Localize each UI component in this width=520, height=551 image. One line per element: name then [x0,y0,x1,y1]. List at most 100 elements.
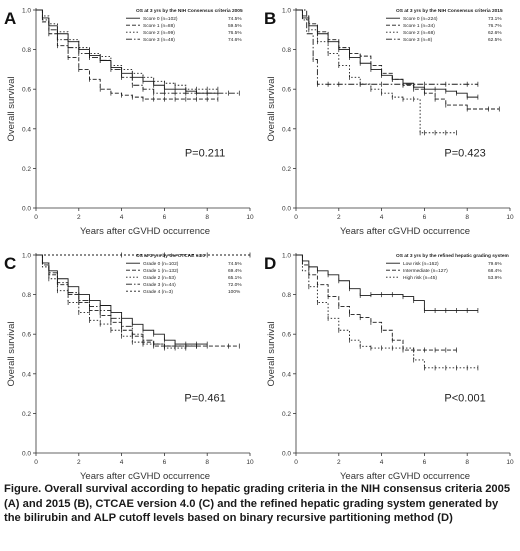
p-value: P=0.461 [184,393,225,405]
panel-letter: B [264,9,276,28]
x-tick-label: 2 [337,214,341,221]
series-line [296,254,457,351]
panel-d: D 0.0 0.2 0.4 0.6 0.8 1.0 0 2 4 6 8 10 Years after cG… [260,245,520,488]
x-tick-label: 6 [163,459,167,466]
x-tick-label: 2 [77,459,81,466]
x-axis-label: Years after cGVHD occurrence [340,226,470,237]
legend-pct: 68.4% [488,268,502,274]
legend-title: OS at 3 yrs by the NIH Consensus criteri… [136,8,243,14]
legend-pct: 100% [228,289,241,295]
y-tick-label: 0.4 [282,371,291,378]
series-line [36,254,240,347]
x-tick-label: 4 [120,459,124,466]
y-tick-label: 0.0 [282,206,291,213]
legend-label: Score 1 (n=88) [143,23,175,29]
series-line [36,9,240,94]
p-value: P<0.001 [444,393,485,405]
y-tick-label: 1.0 [282,253,291,260]
x-tick-label: 10 [246,459,254,466]
x-tick-label: 4 [380,459,384,466]
series-line [296,254,478,311]
legend-label: Grade 3 (n=44) [143,282,176,288]
y-tick-label: 0.0 [22,451,31,458]
x-tick-label: 0 [294,214,298,221]
x-tick-label: 2 [337,459,341,466]
y-tick-label: 0.8 [282,47,291,54]
series-line [296,9,478,85]
x-axis-label: Years after cGVHD occurrence [80,471,210,482]
y-tick-label: 0.0 [22,206,31,213]
km-chart-d: D 0.0 0.2 0.4 0.6 0.8 1.0 0 2 4 6 8 10 Years after cG… [264,253,514,483]
y-tick-label: 0.6 [22,332,31,339]
y-axis-label: Overall survival [266,77,277,142]
series-line [296,254,478,369]
p-value: P=0.423 [444,148,485,160]
legend-label: Score 1 (n=34) [403,23,435,29]
y-axis-label: Overall survival [6,77,17,142]
legend-pct: 79.6% [488,261,502,267]
y-tick-label: 0.8 [282,292,291,299]
legend-pct: 69.4% [228,268,242,274]
x-tick-label: 8 [465,214,469,221]
x-tick-label: 0 [34,214,38,221]
legend-pct: 74.5% [228,261,242,267]
x-tick-label: 6 [423,214,427,221]
legend-pct: 62.5% [488,37,502,43]
km-chart-c: C 0.0 0.2 0.4 0.6 0.8 1.0 0 2 4 6 8 10 Years after cG… [4,252,254,482]
y-tick-label: 1.0 [22,253,31,260]
x-tick-label: 0 [294,459,298,466]
panel-letter: D [264,254,276,273]
figure-caption: Figure. Overall survival according to he… [4,483,511,524]
x-tick-label: 8 [465,459,469,466]
x-tick-label: 8 [205,214,209,221]
x-tick-label: 10 [506,459,514,466]
series-line [296,9,500,110]
legend-pct: 59.5% [228,23,242,29]
legend-pct: 76.7% [488,23,502,29]
y-tick-label: 0.6 [282,332,291,339]
legend-label: High risk (n=45) [403,275,437,281]
x-tick-label: 0 [34,459,38,466]
legend-pct: 72.0% [228,282,242,288]
y-tick-label: 0.4 [22,126,31,133]
x-axis-label: Years after cGVHD occurrence [340,471,470,482]
legend-title: OS at 3 yrs by the NIH Consensus criteri… [396,8,503,14]
legend-label: Grade 0 (n=102) [143,261,179,267]
legend-label: Grade 1 (n=132) [143,268,179,274]
x-tick-label: 2 [77,214,81,221]
legend-label: Score 0 (n=224) [403,16,438,22]
x-tick-label: 4 [120,214,124,221]
y-tick-label: 0.2 [282,411,291,418]
x-axis-label: Years after cGVHD occurrence [80,226,210,237]
legend-label: Low risk (n=162) [403,261,439,267]
y-tick-label: 0.6 [22,87,31,94]
legend-pct: 62.6% [488,30,502,36]
y-tick-label: 1.0 [22,8,31,15]
legend-label: Grade 4 (n=3) [143,289,173,295]
y-tick-label: 0.4 [282,126,291,133]
legend-label: Score 2 (n=99) [143,30,175,36]
y-tick-label: 0.6 [282,87,291,94]
panel-letter: A [4,9,16,28]
series-line [36,9,218,94]
x-tick-label: 10 [506,214,514,221]
y-tick-label: 0.4 [22,371,31,378]
y-tick-label: 1.0 [282,8,291,15]
legend-pct: 65.1% [228,275,242,281]
legend-pct: 74.6% [228,37,242,43]
legend-label: Score 3 (n=48) [143,37,175,43]
legend-title: OS at 3 yrs by the CTCAE v4.0 [136,253,205,259]
legend-label: Intermediate (n=127) [403,268,448,274]
y-axis-label: Overall survival [266,322,277,387]
legend-pct: 76.5% [228,30,242,36]
km-chart-a: A 0.0 0.2 0.4 0.6 0.8 1.0 0 2 4 6 8 10 Years after cG… [4,8,254,238]
series-line [36,9,218,90]
legend-label: Score 2 (n=68) [403,30,435,36]
y-tick-label: 0.8 [22,292,31,299]
legend-pct: 74.5% [228,16,242,22]
legend-label: Score 3 (n=8) [403,37,433,43]
series-line [36,9,218,100]
x-tick-label: 8 [205,459,209,466]
panel-letter: C [4,254,16,273]
panel-a: A 0.0 0.2 0.4 0.6 0.8 1.0 0 2 4 6 8 10 Years after cG… [0,0,260,243]
